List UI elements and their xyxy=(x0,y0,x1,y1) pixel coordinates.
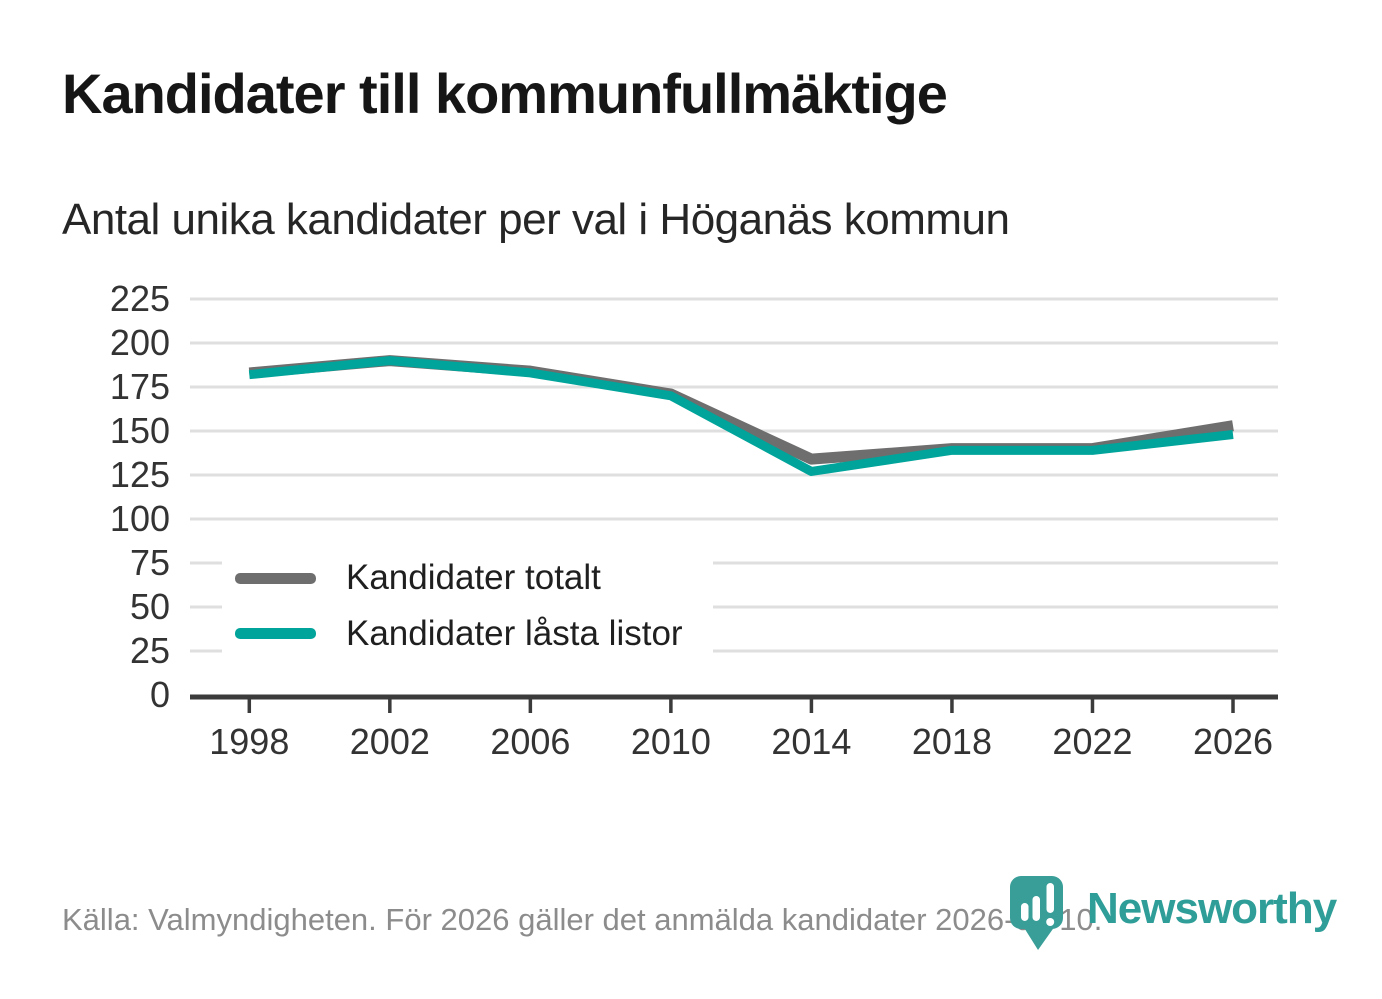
y-tick-label: 225 xyxy=(109,278,170,319)
legend-label: Kandidater totalt xyxy=(346,558,601,597)
x-tick-label: 2002 xyxy=(349,721,430,762)
x-tick-label: 2010 xyxy=(630,721,711,762)
y-tick-label: 50 xyxy=(129,586,170,627)
series-line-lasta-listor xyxy=(248,356,1234,476)
page-title: Kandidater till kommunfullmäktige xyxy=(62,62,948,125)
x-tick-label: 2014 xyxy=(771,721,852,762)
y-tick-label: 175 xyxy=(109,366,170,407)
x-tick-label: 2018 xyxy=(911,721,992,762)
newsworthy-logo: Newsworthy xyxy=(1008,872,1337,956)
newsworthy-pin-icon xyxy=(1010,876,1063,950)
newsworthy-wordmark: Newsworthy xyxy=(1087,884,1337,933)
y-tick-label: 125 xyxy=(109,454,170,495)
x-tick-label: 1998 xyxy=(209,721,290,762)
x-tick-label: 2006 xyxy=(490,721,571,762)
series-line-totalt xyxy=(248,355,1234,465)
legend-swatch-gray xyxy=(235,572,316,584)
legend-item-lasta-listor: Kandidater låsta listor xyxy=(235,613,683,654)
y-tick-label: 75 xyxy=(129,542,170,583)
legend-label: Kandidater låsta listor xyxy=(346,613,683,653)
y-tick-label: 0 xyxy=(149,674,170,715)
y-tick-label: 200 xyxy=(109,322,170,363)
legend-item-totalt: Kandidater totalt xyxy=(235,558,683,598)
x-tick-label: 2026 xyxy=(1192,721,1274,762)
y-tick-label: 150 xyxy=(109,410,170,451)
legend: Kandidater totalt Kandidater låsta listo… xyxy=(222,545,713,669)
chart-subtitle: Antal unika kandidater per val i Höganäs… xyxy=(62,195,1010,244)
y-tick-label: 25 xyxy=(129,630,170,671)
x-tick-label: 2022 xyxy=(1052,721,1133,762)
legend-swatch-teal xyxy=(235,628,316,640)
source-note: Källa: Valmyndigheten. För 2026 gäller d… xyxy=(62,902,1103,937)
y-tick-label: 100 xyxy=(109,498,170,539)
